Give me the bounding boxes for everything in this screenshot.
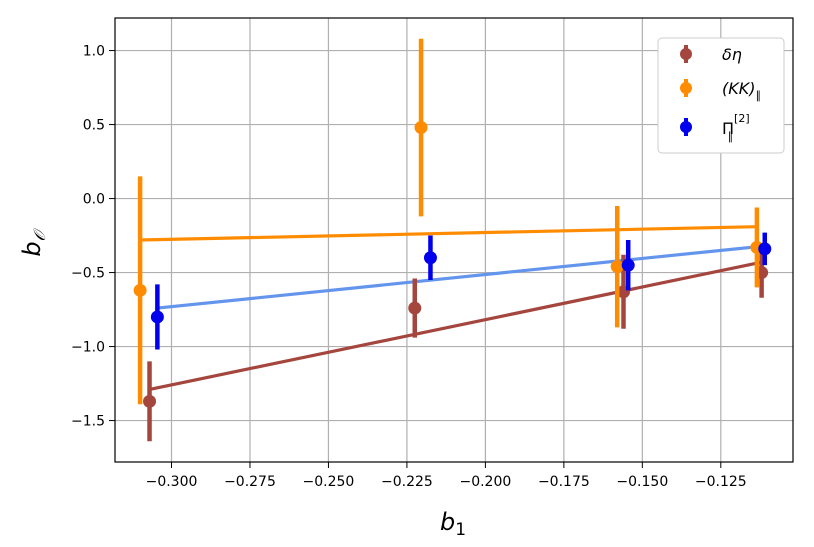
x-axis-title-sub: 1 — [455, 520, 466, 540]
data-point — [423, 251, 437, 265]
legend-label-kk-parallel: (KK)∥ — [722, 79, 761, 102]
legend-marker — [680, 121, 692, 133]
x-axis-ticks: −0.300 −0.275 −0.250 −0.225 −0.200 −0.175 −0.1… — [146, 462, 747, 490]
fit-lines — [140, 225, 765, 392]
legend-label-delta-eta: δη — [722, 45, 742, 64]
y-tick-label: 1.0 — [83, 44, 105, 60]
fit-line-series-1 — [140, 225, 757, 242]
data-point — [758, 242, 772, 256]
y-axis-title: b𝒪 — [18, 227, 49, 256]
legend-item-pi-parallel: Π[2] ∥ — [680, 112, 750, 143]
legend-marker — [680, 48, 692, 60]
y-axis-ticks: −1.5 −1.0 −0.5 0.0 0.5 1.0 — [71, 44, 115, 430]
legend-item-delta-eta: δη — [680, 45, 742, 64]
legend-marker — [680, 82, 692, 94]
y-axis-title-sub: 𝒪 — [30, 227, 49, 241]
y-tick-label: 0.0 — [83, 192, 105, 208]
x-tick-label: −0.300 — [146, 474, 198, 490]
y-tick-label: −0.5 — [71, 266, 105, 282]
x-tick-label: −0.125 — [695, 474, 747, 490]
x-axis-title: b1 — [440, 508, 466, 540]
y-tick-label: 0.5 — [83, 118, 105, 134]
legend-item-kk-parallel: (KK)∥ — [680, 79, 761, 102]
data-point — [150, 310, 164, 324]
x-tick-label: −0.250 — [303, 474, 355, 490]
x-tick-label: −0.175 — [538, 474, 590, 490]
data-point — [610, 260, 624, 274]
y-tick-label: −1.5 — [71, 414, 105, 430]
data-point — [143, 394, 157, 408]
legend: δη (KK)∥ Π[2] ∥ — [657, 37, 785, 154]
x-tick-label: −0.275 — [224, 474, 276, 490]
plot-frame — [114, 17, 794, 463]
data-point — [408, 301, 422, 315]
fit-line-series-2 — [157, 244, 765, 310]
fit-line-series-0 — [149, 260, 762, 392]
x-tick-label: −0.225 — [381, 474, 433, 490]
data-points — [133, 38, 772, 442]
x-axis-title-main: b — [440, 508, 455, 536]
x-tick-label: −0.150 — [616, 474, 668, 490]
x-tick-label: −0.200 — [459, 474, 511, 490]
data-point — [414, 121, 428, 135]
data-point — [621, 258, 635, 272]
data-point — [133, 283, 147, 297]
legend-label-pi-parallel: Π[2] ∥ — [722, 112, 750, 143]
legend-box — [657, 37, 785, 154]
y-axis-title-main: b — [18, 241, 46, 256]
y-tick-label: −1.0 — [71, 340, 105, 356]
